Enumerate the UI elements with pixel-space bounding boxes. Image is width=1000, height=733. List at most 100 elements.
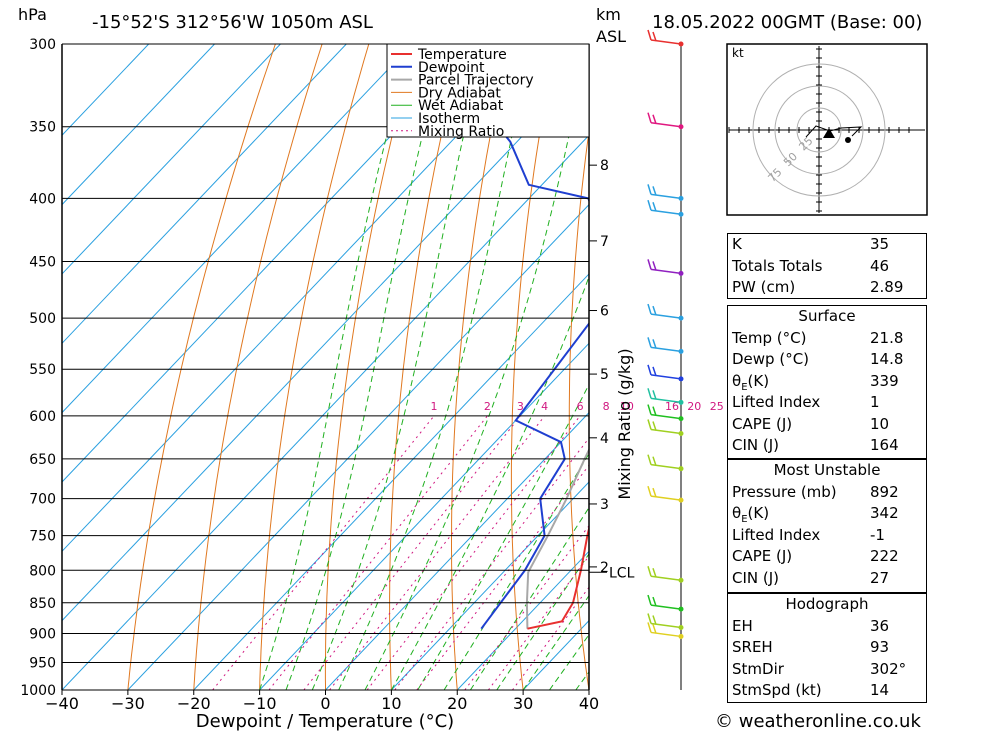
dry-adiabat-line xyxy=(680,26,721,690)
wind-barb-flag xyxy=(647,259,652,270)
wind-profile xyxy=(647,29,684,690)
wind-barb xyxy=(647,613,684,630)
mu-cape-row: CAPE (J) 222 xyxy=(732,547,899,565)
mu-pressure-row: Pressure (mb) 892 xyxy=(732,482,899,501)
pressure-unit: hPa xyxy=(18,5,47,24)
dry-adiabat-line xyxy=(451,44,510,690)
surface-panel: Surface Temp (°C) 21.8 Dewp (°C) 14.8 θE(K… xyxy=(727,305,927,459)
wind-barb-flag xyxy=(652,456,657,466)
legend-label: Wet Adiabat xyxy=(418,98,504,114)
wind-barb-flag xyxy=(652,615,657,625)
storm-motion-marker xyxy=(823,128,835,138)
datetime-title: 18.05.2022 00GMT (Base: 00) xyxy=(652,12,922,33)
wind-barb-flag xyxy=(647,613,652,624)
dry-adiabat-line xyxy=(324,44,417,690)
hodo-stat-row: EH 36 xyxy=(732,616,890,635)
wet-adiabat-line xyxy=(417,383,589,690)
km-tick-label: 2 xyxy=(600,560,609,576)
mixing-ratio-label: 16 xyxy=(665,400,679,413)
most-unstable-panel: Most Unstable Pressure (mb) 892 θE(K) 342 … xyxy=(727,459,927,593)
pressure-tick-label: 550 xyxy=(29,362,56,378)
wind-barb-flag xyxy=(647,404,652,415)
wind-barb-flag xyxy=(647,388,652,399)
mixing-ratio-line xyxy=(329,415,546,690)
wind-barb xyxy=(647,112,684,130)
hodo-stat-row: SREH 93 xyxy=(732,638,890,656)
most-unstable-title: Most Unstable xyxy=(773,461,881,479)
hodograph-stats-panel: Hodograph EH 36 SREH 93 StmDir 302° StmSpd … xyxy=(727,593,927,703)
pressure-tick-label: 900 xyxy=(29,626,56,642)
wind-barb-flag xyxy=(652,261,657,271)
mu-li-row: Lifted Index -1 xyxy=(732,525,885,544)
isotherm-line xyxy=(62,44,150,136)
isotherm-line xyxy=(62,44,347,345)
parcel-trajectory-line xyxy=(525,447,589,629)
background-lines xyxy=(62,26,721,690)
isotherm-line xyxy=(456,550,589,690)
dry-adiabat-line xyxy=(259,44,370,690)
hodo-stat-row: StmDir 302° xyxy=(732,659,907,678)
wind-barb-flag xyxy=(647,337,652,348)
x-tick-label: 30 xyxy=(513,694,533,713)
wind-barb-flag xyxy=(647,364,652,376)
pressure-tick-label: 500 xyxy=(29,311,56,327)
isotherm-line xyxy=(62,44,479,483)
wind-barb-flag xyxy=(647,485,652,497)
km-tick-label: 4 xyxy=(600,431,609,447)
wet-adiabat-line xyxy=(469,506,589,690)
wind-barb-flag xyxy=(647,566,652,577)
surface-cin-row: CIN (J) 164 xyxy=(732,436,899,454)
wind-barb-flag xyxy=(652,568,657,578)
dry-adiabat-line xyxy=(389,44,463,690)
axes: 1 2 3 4 6 8 10 16 20 2530035040045050055060065070… xyxy=(20,37,723,713)
hodograph-trace xyxy=(805,125,863,138)
hodograph-point xyxy=(845,137,851,143)
surface-theta-row: θE(K) 339 xyxy=(732,371,899,393)
isotherm-line xyxy=(62,134,589,690)
hodograph-ring xyxy=(796,107,842,153)
surface-cape-row: CAPE (J) 10 xyxy=(732,414,890,433)
wet-adiabat-line xyxy=(338,44,533,690)
wind-barb xyxy=(647,419,684,437)
x-tick-label: −10 xyxy=(243,694,277,713)
wind-barb xyxy=(647,200,684,217)
pressure-tick-label: 850 xyxy=(29,596,56,612)
wet-adiabat-line xyxy=(364,44,589,690)
wind-barb-dot xyxy=(678,124,684,130)
wind-barb-flag xyxy=(647,419,652,430)
x-tick-label: −20 xyxy=(177,694,211,713)
x-tick-label: −40 xyxy=(45,694,79,713)
isotherm-line xyxy=(62,65,589,622)
wind-barb-flag xyxy=(652,487,657,498)
legend-label: Dry Adiabat xyxy=(418,85,501,101)
pressure-tick-label: 750 xyxy=(29,529,56,545)
mixing-ratio-label: 20 xyxy=(687,400,701,413)
mixing-ratio-line xyxy=(268,415,488,690)
wind-barb-flag xyxy=(652,305,657,316)
hodo-stat-row: StmSpd (kt) 14 xyxy=(732,681,890,699)
mixing-ratio-line xyxy=(366,415,581,690)
index-row: PW (cm) 2.89 xyxy=(732,278,904,296)
wind-barb-flag xyxy=(652,114,657,124)
wind-barb-flag xyxy=(652,390,657,400)
km-tick-label: 5 xyxy=(600,367,609,383)
wind-barb xyxy=(647,594,684,612)
pressure-tick-label: 600 xyxy=(29,409,56,425)
wind-barb-flag xyxy=(652,186,657,196)
isotherm-line xyxy=(193,273,589,690)
wet-adiabat-line xyxy=(311,44,486,690)
legend-label: Mixing Ratio xyxy=(418,124,504,140)
mixing-ratio-label: 1 xyxy=(431,400,438,413)
x-axis-label: Dewpoint / Temperature (°C) xyxy=(196,711,454,732)
wind-barb xyxy=(647,566,684,583)
x-tick-label: 10 xyxy=(381,694,401,713)
dry-adiabat-line xyxy=(510,44,557,690)
km-tick-label: 3 xyxy=(600,497,609,513)
isotherm-line xyxy=(62,44,215,206)
mixing-ratio-line xyxy=(303,415,521,690)
wind-barb-flag xyxy=(652,624,657,634)
wind-barb-flag xyxy=(647,112,652,123)
isotherm-line xyxy=(259,342,589,690)
hodograph-unit: kt xyxy=(732,46,744,60)
km-tick-label: 8 xyxy=(600,158,609,174)
